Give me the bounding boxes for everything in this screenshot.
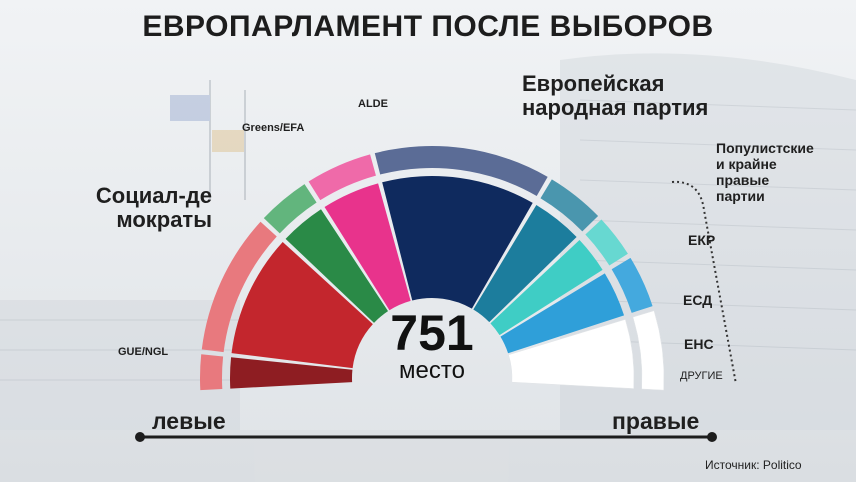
page-title: ЕВРОПАРЛАМЕНТ ПОСЛЕ ВЫБОРОВ <box>142 10 714 43</box>
label-populist-group: Популистские и крайне правые партии <box>716 140 816 204</box>
seat-segment-8 <box>508 319 635 389</box>
seat-segment-0 <box>229 357 353 389</box>
populist-group-bracket <box>671 180 737 385</box>
outer-arc-6 <box>585 219 628 266</box>
axis-left-label: левые <box>152 408 226 434</box>
outer-arc-2 <box>263 184 317 234</box>
outer-arc-7 <box>611 257 653 313</box>
label-epp: Европейская народная партия <box>522 72 712 120</box>
seat-segment-2 <box>285 209 389 323</box>
label-greens-efa: Greens/EFA <box>242 122 305 134</box>
label-social-democrats: Социал-демократы <box>92 184 212 232</box>
label-alde: ALDE <box>358 98 388 110</box>
outer-arc-5 <box>540 179 599 232</box>
seat-segment-4 <box>382 176 533 309</box>
axis-left-dot <box>135 432 145 442</box>
label-ens: ЕНС <box>684 336 714 352</box>
seat-segment-3 <box>324 183 411 311</box>
outer-arc-4 <box>374 146 548 196</box>
total-seats-number: 751 <box>390 305 474 361</box>
seat-segment-5 <box>473 205 577 323</box>
label-social-democrats-text: Социал-демократы <box>95 183 212 232</box>
outer-arc-1 <box>201 221 277 353</box>
total-seats-label: место <box>399 357 465 384</box>
axis-right-dot <box>707 432 717 442</box>
seat-segment-6 <box>490 240 603 336</box>
axis-right-label: правые <box>612 408 700 434</box>
seat-segment-1 <box>231 241 373 369</box>
outer-arc-0 <box>200 354 224 391</box>
outer-arc-8 <box>632 310 665 391</box>
label-others: ДРУГИЕ <box>680 370 723 382</box>
label-esd: ЕСД <box>683 292 713 308</box>
source-caption: Источник: Politico <box>705 458 802 472</box>
seat-segment-7 <box>500 273 625 354</box>
label-gue-ngl: GUE/NGL <box>118 346 169 358</box>
outer-arc-3 <box>308 154 376 201</box>
label-epp-text: Европейская народная партия <box>522 71 709 120</box>
label-ekr: ЕКР <box>688 232 716 248</box>
label-populist-group-text: Популистские и крайне правые партии <box>716 140 814 204</box>
